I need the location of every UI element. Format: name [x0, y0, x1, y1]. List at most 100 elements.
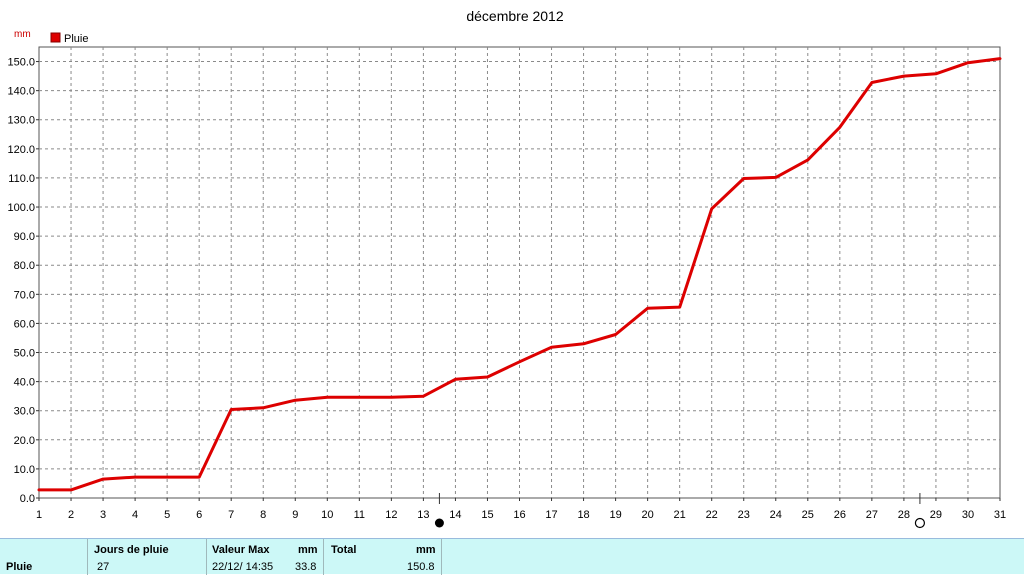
x-tick-label: 22 — [706, 509, 718, 521]
x-tick-label: 5 — [164, 509, 170, 521]
y-tick-label: 10.0 — [14, 464, 35, 476]
column-separator — [87, 539, 88, 575]
data-point — [101, 477, 105, 481]
data-point — [422, 394, 425, 398]
y-tick-label: 40.0 — [14, 377, 35, 389]
x-tick-label: 27 — [866, 509, 878, 521]
x-tick-label: 15 — [481, 509, 493, 521]
data-point — [998, 57, 1002, 60]
y-tick-label: 60.0 — [14, 318, 35, 330]
x-tick-label: 16 — [513, 509, 525, 521]
data-point — [550, 346, 553, 349]
data-point — [582, 342, 585, 345]
data-point — [806, 158, 809, 162]
moon-phase-markers — [434, 493, 926, 529]
y-tick-label: 0.0 — [20, 493, 35, 505]
data-point — [390, 396, 393, 399]
y-unit-label: mm — [14, 29, 31, 40]
valeur-max-unit: mm — [298, 544, 318, 556]
x-tick-label: 8 — [260, 509, 266, 521]
y-tick-label: 20.0 — [14, 435, 35, 447]
data-point — [454, 378, 457, 381]
y-tick-label: 150.0 — [7, 57, 35, 69]
valeur-max-value: 33.8 — [295, 561, 317, 573]
plot-area — [38, 46, 1001, 499]
valeur-max-date: 22/12/ 14:35 — [212, 561, 274, 573]
x-tick-label: 28 — [898, 509, 910, 521]
summary-row-label: Pluie — [6, 561, 33, 573]
column-separator — [206, 539, 207, 575]
data-point — [678, 305, 681, 309]
x-tick-label: 18 — [577, 509, 589, 521]
x-tick-label: 29 — [930, 509, 942, 521]
y-tick-label: 50.0 — [14, 348, 35, 360]
x-tick-label: 25 — [802, 509, 814, 521]
x-tick-label: 2 — [68, 509, 74, 521]
x-tick-label: 19 — [609, 509, 621, 521]
data-point — [37, 488, 41, 492]
data-point — [838, 126, 842, 129]
data-point — [133, 475, 137, 479]
legend-swatch — [50, 32, 61, 43]
y-tick-label: 70.0 — [14, 289, 35, 301]
total-unit: mm — [416, 544, 436, 556]
column-separator — [441, 539, 442, 575]
x-tick-label: 17 — [545, 509, 557, 521]
summary-table: Pluie Jours de pluie 27 Valeur Max mm 22… — [0, 538, 1024, 575]
x-tick-label: 31 — [994, 509, 1006, 521]
x-tick-label: 10 — [321, 509, 333, 521]
y-tick-label: 130.0 — [7, 115, 35, 127]
rain-chart: décembre 2012 mm Pluie 0.0 10.0 20.0 30.0 40… — [7, 8, 1006, 529]
x-tick-label: 1 — [36, 509, 42, 521]
legend-label: Pluie — [64, 33, 88, 45]
data-point — [326, 396, 329, 399]
x-axis-ticks: 1 2 3 4 5 6 7 8 9 10 11 12 13 14 15 16 17 18 19 20 21 22 23 24 2… — [36, 498, 1006, 521]
data-point — [774, 176, 777, 179]
x-tick-label: 6 — [196, 509, 202, 521]
series-layer — [37, 57, 1002, 492]
data-point — [966, 61, 970, 64]
full-moon-icon — [914, 517, 926, 529]
x-tick-label: 30 — [962, 509, 974, 521]
data-point — [518, 360, 521, 364]
jours-header: Jours de pluie — [94, 544, 169, 556]
valeur-max-header: Valeur Max — [212, 544, 270, 556]
data-point — [486, 375, 489, 379]
y-tick-label: 120.0 — [7, 144, 35, 156]
total-value: 150.8 — [407, 561, 435, 573]
x-tick-label: 23 — [738, 509, 750, 521]
column-separator — [323, 539, 324, 575]
x-tick-label: 20 — [642, 509, 654, 521]
data-point — [197, 475, 201, 479]
x-tick-label: 11 — [354, 509, 365, 521]
y-axis-ticks: 0.0 10.0 20.0 30.0 40.0 50.0 60.0 70.0 80.0 90.0 1… — [7, 57, 39, 505]
x-tick-label: 14 — [449, 509, 461, 521]
data-point — [262, 406, 265, 409]
chart-title: décembre 2012 — [466, 8, 564, 24]
data-point — [230, 408, 233, 411]
x-tick-label: 13 — [417, 509, 429, 521]
x-tick-label: 24 — [770, 509, 782, 521]
y-tick-label: 110.0 — [8, 173, 35, 185]
y-tick-label: 90.0 — [14, 231, 35, 243]
x-tick-label: 26 — [834, 509, 846, 521]
total-header: Total — [331, 544, 357, 556]
y-tick-label: 30.0 — [14, 406, 35, 418]
y-tick-label: 80.0 — [14, 260, 35, 272]
y-tick-label: 140.0 — [7, 86, 35, 98]
data-point — [902, 74, 906, 78]
jours-value: 27 — [97, 561, 110, 573]
x-tick-label: 12 — [385, 509, 397, 521]
x-tick-label: 21 — [674, 509, 686, 521]
x-tick-label: 7 — [228, 509, 234, 521]
data-point — [165, 475, 169, 479]
data-point — [294, 399, 297, 402]
x-tick-label: 9 — [292, 509, 298, 521]
data-point — [870, 81, 874, 84]
data-point — [358, 396, 361, 399]
data-point — [614, 333, 617, 336]
grid — [39, 47, 1000, 498]
data-point — [69, 488, 73, 492]
x-tick-label: 3 — [100, 509, 106, 521]
y-tick-label: 100.0 — [7, 202, 35, 214]
